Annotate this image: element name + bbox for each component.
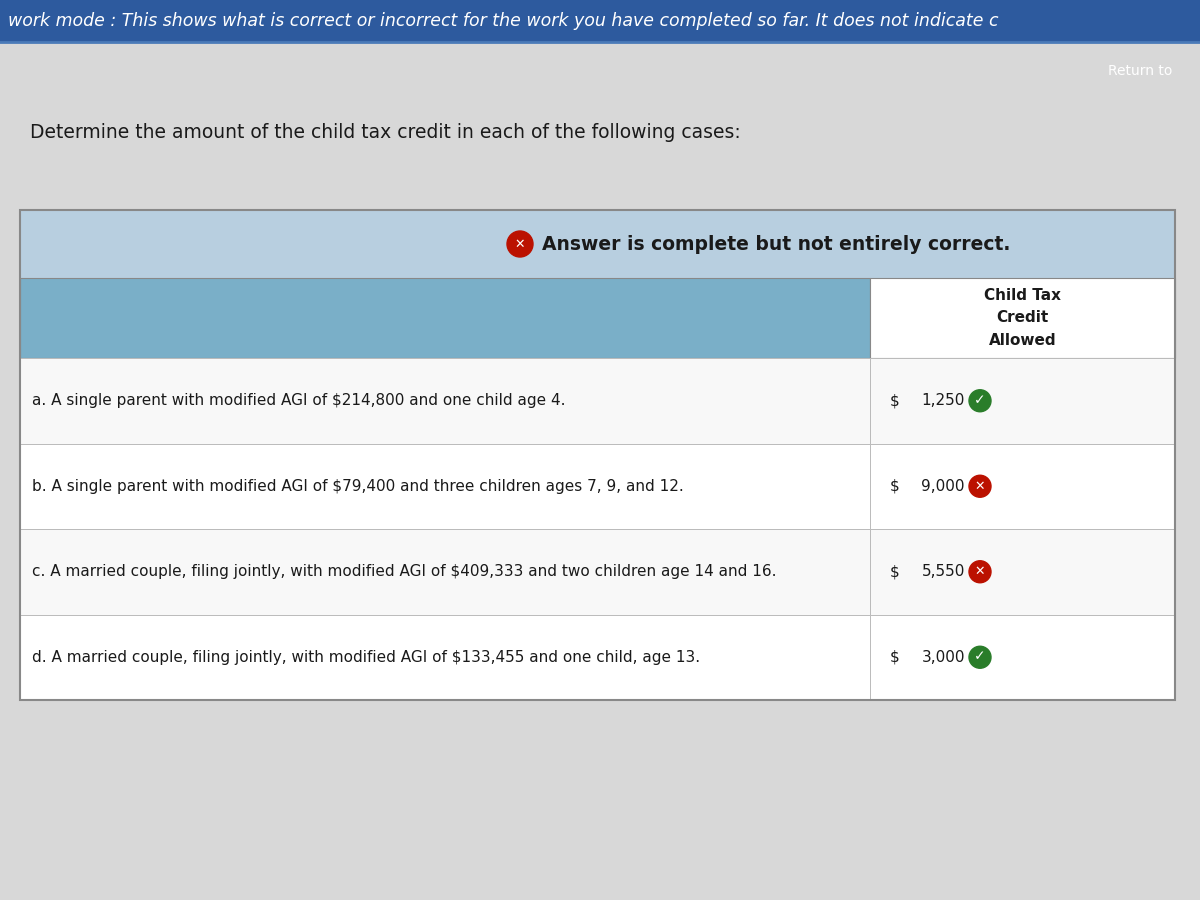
Text: $: $: [890, 564, 900, 580]
FancyBboxPatch shape: [870, 278, 1175, 358]
Text: Return to: Return to: [1108, 64, 1172, 78]
Circle shape: [970, 390, 991, 412]
Circle shape: [970, 475, 991, 497]
FancyBboxPatch shape: [20, 210, 1175, 278]
FancyBboxPatch shape: [20, 358, 870, 444]
Text: work mode : This shows what is correct or incorrect for the work you have comple: work mode : This shows what is correct o…: [8, 12, 998, 30]
Text: 9,000: 9,000: [922, 479, 965, 494]
FancyBboxPatch shape: [870, 358, 1175, 444]
Circle shape: [508, 231, 533, 257]
Text: c. A married couple, filing jointly, with modified AGI of $409,333 and two child: c. A married couple, filing jointly, wit…: [32, 564, 776, 580]
Text: Determine the amount of the child tax credit in each of the following cases:: Determine the amount of the child tax cr…: [30, 122, 740, 141]
Text: b. A single parent with modified AGI of $79,400 and three children ages 7, 9, an: b. A single parent with modified AGI of …: [32, 479, 684, 494]
Text: $: $: [890, 393, 900, 409]
Text: ✕: ✕: [974, 565, 985, 579]
Text: $: $: [890, 479, 900, 494]
FancyBboxPatch shape: [20, 210, 1175, 700]
Text: ✕: ✕: [515, 238, 526, 250]
Text: ✓: ✓: [974, 649, 986, 663]
FancyBboxPatch shape: [870, 615, 1175, 700]
Text: 5,550: 5,550: [922, 564, 965, 580]
FancyBboxPatch shape: [870, 529, 1175, 615]
FancyBboxPatch shape: [20, 529, 870, 615]
Text: 1,250: 1,250: [922, 393, 965, 409]
FancyBboxPatch shape: [20, 444, 870, 529]
FancyBboxPatch shape: [20, 615, 870, 700]
Text: $: $: [890, 650, 900, 665]
FancyBboxPatch shape: [1084, 55, 1198, 87]
FancyBboxPatch shape: [20, 278, 870, 358]
Text: d. A married couple, filing jointly, with modified AGI of $133,455 and one child: d. A married couple, filing jointly, wit…: [32, 650, 700, 665]
Text: ✓: ✓: [974, 392, 986, 407]
Text: a. A single parent with modified AGI of $214,800 and one child age 4.: a. A single parent with modified AGI of …: [32, 393, 565, 409]
Text: ✕: ✕: [974, 480, 985, 493]
Text: 3,000: 3,000: [922, 650, 965, 665]
Text: Child Tax
Credit
Allowed: Child Tax Credit Allowed: [984, 288, 1061, 347]
FancyBboxPatch shape: [870, 444, 1175, 529]
Circle shape: [970, 561, 991, 583]
Text: Answer is complete but not entirely correct.: Answer is complete but not entirely corr…: [542, 235, 1010, 254]
Circle shape: [970, 646, 991, 668]
Bar: [0, 0, 1200, 42]
